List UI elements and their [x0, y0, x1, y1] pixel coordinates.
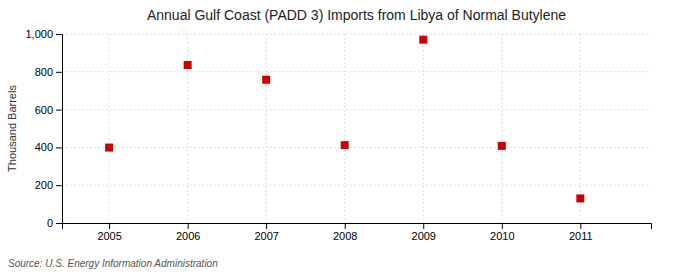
y-tick: 400 — [35, 141, 62, 153]
points — [105, 36, 584, 203]
chart-svg: 2005 2006 2007 2008 2009 2010 2011 0 200 400 600 80… — [0, 0, 675, 275]
point — [184, 61, 192, 69]
chart-title: Annual Gulf Coast (PADD 3) Imports from … — [147, 7, 566, 23]
y-tick-label: 600 — [35, 104, 53, 116]
y-tick: 600 — [35, 104, 62, 116]
y-tick-mark — [56, 185, 62, 186]
x-tick-mark — [345, 223, 346, 229]
grid — [62, 34, 651, 223]
y-grid-line — [62, 109, 651, 110]
y-axis-line — [56, 35, 63, 224]
x-tick-mark — [266, 223, 267, 229]
y-tick: 1,000 — [25, 28, 62, 40]
y-tick-label: 1,000 — [25, 28, 53, 40]
y-grid-line — [62, 147, 651, 148]
y-tick: 800 — [35, 66, 62, 78]
x-tick-mark — [109, 223, 110, 229]
x-axis-line — [63, 224, 652, 230]
y-axis-title: Thousand Barrels — [6, 85, 18, 172]
x-tick-label: 2008 — [333, 230, 357, 242]
point — [262, 76, 270, 84]
x-tick-label: 2007 — [254, 230, 278, 242]
point — [576, 194, 584, 202]
y-grid-line — [62, 185, 651, 186]
x-tick: 2006 — [176, 223, 200, 242]
x-grid-line — [344, 34, 345, 223]
y-tick-label: 200 — [35, 179, 53, 191]
x-tick-mark — [580, 223, 581, 229]
x-tick: 2008 — [333, 223, 357, 242]
y-grid-line — [62, 71, 651, 72]
y-grid-line — [62, 34, 651, 35]
y-tick-mark — [56, 34, 62, 35]
x-tick-mark — [188, 223, 189, 229]
plot-area: 2005 2006 2007 2008 2009 2010 2011 0 200 400 600 80… — [25, 28, 651, 242]
x-tick-label: 2009 — [412, 230, 436, 242]
point — [419, 36, 427, 44]
x-grid-line — [423, 34, 424, 223]
y-tick-label: 0 — [47, 217, 53, 229]
x-tick-label: 2010 — [490, 230, 514, 242]
y-tick-mark — [56, 72, 62, 73]
x-grid-line — [266, 34, 267, 223]
y-tick-mark — [56, 147, 62, 148]
point — [105, 144, 113, 152]
y-tick: 0 — [47, 217, 62, 229]
y-tick: 200 — [35, 179, 62, 191]
y-tick-mark — [56, 110, 62, 111]
x-tick: 2011 — [569, 223, 593, 242]
y-tick-mark — [56, 223, 62, 224]
y-tick-label: 800 — [35, 66, 53, 78]
x-tick-mark — [502, 223, 503, 229]
x-tick-label: 2006 — [176, 230, 200, 242]
y-tick-label: 400 — [35, 141, 53, 153]
x-tick-label: 2005 — [97, 230, 121, 242]
x-tick-label: 2011 — [569, 230, 593, 242]
x-tick: 2005 — [97, 223, 121, 242]
source-note: Source: U.S. Energy Information Administ… — [8, 258, 218, 269]
x-axis: 2005 2006 2007 2008 2009 2010 2011 — [63, 223, 652, 242]
point — [498, 142, 506, 150]
x-tick: 2009 — [412, 223, 436, 242]
x-tick: 2007 — [254, 223, 278, 242]
x-grid-line — [501, 34, 502, 223]
x-tick: 2010 — [490, 223, 514, 242]
point — [341, 141, 349, 149]
y-axis: 0 200 400 600 800 1,000 — [25, 28, 62, 229]
x-tick-mark — [423, 223, 424, 229]
x-grid-line — [109, 34, 110, 223]
